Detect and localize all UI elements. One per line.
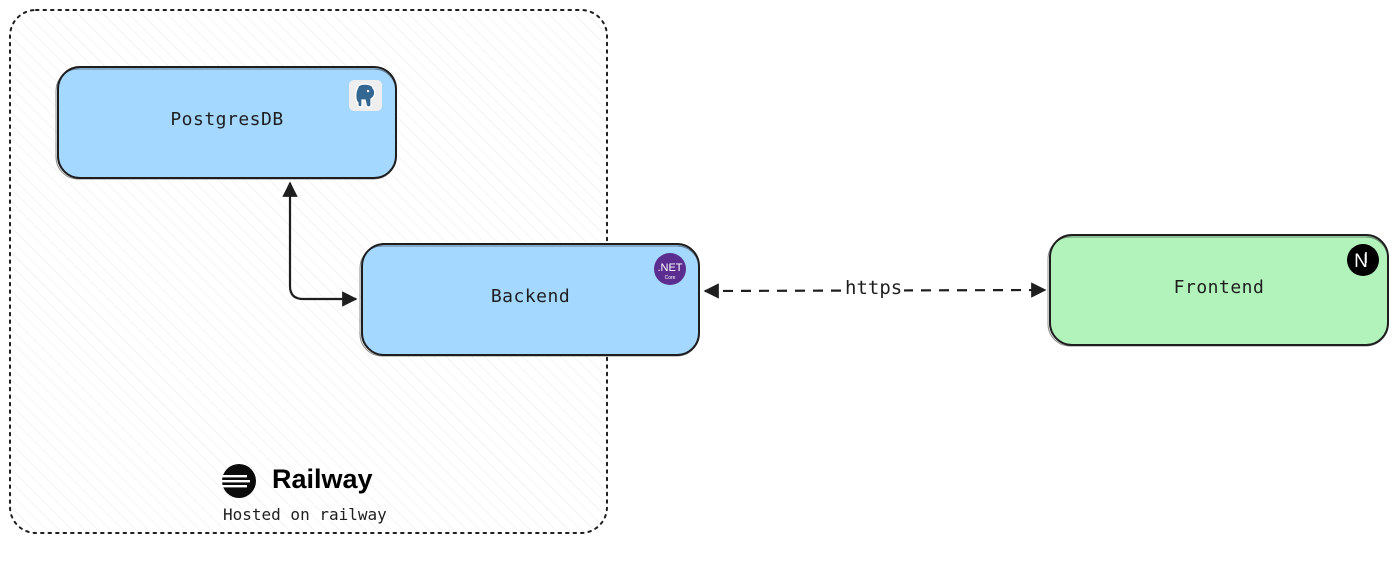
railway-brand-text: Railway — [272, 464, 373, 494]
frontend-label: Frontend — [1173, 277, 1265, 298]
backend-label: Backend — [490, 286, 571, 307]
nextjs-icon-text: N — [1354, 251, 1368, 272]
node-postgres[interactable] — [55, 66, 397, 180]
postgres-label: PostgresDB — [170, 109, 284, 130]
node-backend[interactable] — [359, 243, 700, 357]
https-edge-label: https — [843, 277, 905, 299]
railway-group-caption: Hosted on railway — [223, 505, 387, 524]
dotnet-icon-subtext: Core — [665, 275, 676, 281]
node-frontend[interactable] — [1047, 234, 1389, 347]
railway-logo-icon — [221, 464, 256, 498]
edge-backend-postgres — [282, 181, 358, 307]
dotnet-icon-text: .NET — [657, 262, 682, 274]
dotnet-core-icon: .NET Core — [654, 253, 686, 285]
nextjs-icon: N — [1347, 244, 1379, 276]
postgresql-elephant-icon — [349, 80, 382, 111]
